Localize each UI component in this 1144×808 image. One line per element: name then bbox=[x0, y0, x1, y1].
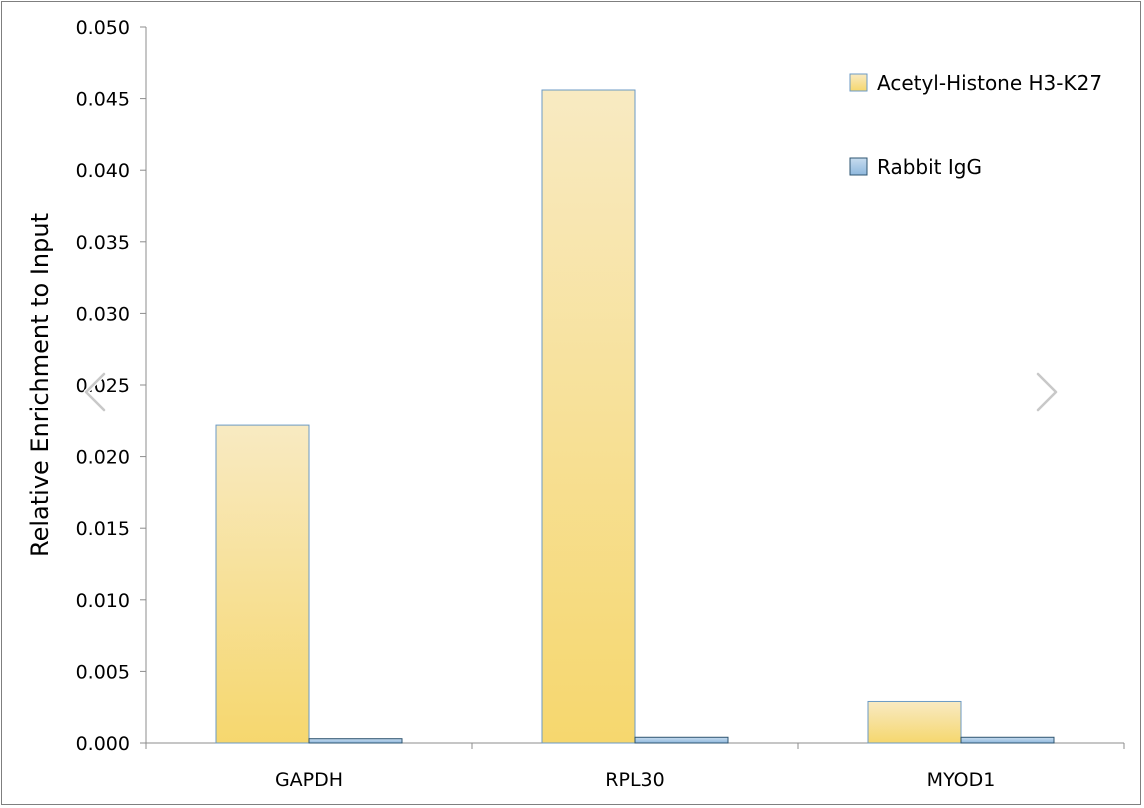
legend-label: Rabbit IgG bbox=[877, 155, 982, 179]
y-tick-label: 0.030 bbox=[76, 303, 130, 325]
y-tick-label: 0.040 bbox=[76, 160, 130, 182]
legend-swatch bbox=[849, 73, 868, 92]
legend-swatch bbox=[849, 157, 868, 176]
bar-gapdh-series-2 bbox=[308, 738, 403, 744]
x-category-label: RPL30 bbox=[605, 769, 664, 791]
bars bbox=[215, 89, 1055, 744]
bar-rpl30-series-2 bbox=[634, 736, 729, 744]
y-tick-label: 0.020 bbox=[76, 447, 130, 469]
x-category-label: GAPDH bbox=[275, 769, 343, 791]
previous-image-button[interactable] bbox=[80, 370, 110, 414]
next-image-button[interactable] bbox=[1032, 370, 1062, 414]
bar-rpl30-series-1 bbox=[541, 89, 636, 744]
legend-label: Acetyl-Histone H3-K27 bbox=[877, 71, 1102, 95]
y-tick-label: 0.000 bbox=[76, 733, 130, 755]
chevron-left-icon bbox=[83, 371, 107, 413]
bar-myod1-series-2 bbox=[960, 736, 1055, 744]
chevron-right-icon bbox=[1035, 371, 1059, 413]
y-tick-label: 0.010 bbox=[76, 590, 130, 612]
legend: Acetyl-Histone H3-K27 Rabbit IgG bbox=[849, 71, 1102, 179]
y-tick-label: 0.015 bbox=[76, 518, 130, 540]
y-axis-title: Relative Enrichment to Input bbox=[26, 213, 54, 557]
y-tick-label: 0.045 bbox=[76, 89, 130, 111]
bar-gapdh-series-1 bbox=[215, 424, 310, 744]
y-tick-label: 0.035 bbox=[76, 232, 130, 254]
y-tick-label: 0.050 bbox=[76, 17, 130, 39]
y-tick-label: 0.005 bbox=[76, 661, 130, 683]
bar-myod1-series-1 bbox=[867, 700, 962, 744]
x-category-label: MYOD1 bbox=[927, 769, 996, 791]
